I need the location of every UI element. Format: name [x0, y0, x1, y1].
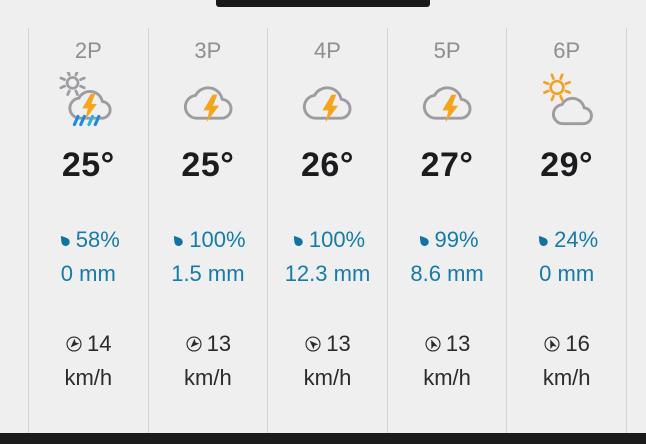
droplet-icon [57, 227, 76, 252]
hour-column-3p[interactable]: 3P 25° 100% 1.5 mm 13 km/h [149, 28, 269, 433]
wind-direction-icon [543, 331, 565, 356]
temperature: 27° [420, 146, 474, 184]
thunderstorm-icon [298, 72, 356, 130]
wind-speed-value: 13 [445, 331, 471, 356]
wind-unit: km/h [423, 365, 471, 390]
droplet-icon [416, 227, 435, 252]
wind-speed-value: 14 [87, 331, 112, 356]
precip-chance: 100% [149, 226, 268, 254]
droplet-icon [170, 227, 189, 252]
thunderstorm-icon [418, 72, 476, 130]
wind-speed: 14 [29, 330, 148, 358]
hour-label: 5P [433, 38, 461, 63]
precip-chance-value: 58% [75, 227, 120, 252]
hour-label: 4P [314, 38, 341, 63]
droplet-icon [535, 227, 554, 252]
wind-speed-value: 13 [326, 331, 351, 356]
temperature: 29° [540, 146, 594, 184]
precip-chance: 58% [29, 226, 148, 254]
wind-direction-icon [424, 331, 446, 356]
precip-chance: 24% [507, 226, 626, 254]
hour-label: 3P [194, 38, 222, 63]
hour-label: 2P [74, 38, 102, 63]
next-column-partial [627, 28, 646, 433]
precip-amount: 0 mm [60, 261, 116, 286]
wind-direction-icon [65, 331, 87, 356]
precip-amount: 12.3 mm [284, 261, 371, 286]
droplet-icon [290, 227, 309, 252]
temperature: 25° [61, 146, 115, 184]
hour-column-2p[interactable]: 2P 25° 58% 0 mm 14 km/h [29, 28, 149, 433]
wind-speed: 16 [507, 330, 626, 358]
precip-chance-value: 99% [434, 227, 479, 252]
thunderstorm-sun-rain-icon [59, 72, 117, 130]
precip-chance: 99% [388, 226, 507, 254]
wind-speed-value: 16 [565, 331, 590, 356]
wind-speed: 13 [388, 330, 507, 358]
wind-direction-icon [185, 331, 207, 356]
wind-speed: 13 [149, 330, 268, 358]
hour-column-6p[interactable]: 6P 29° 24% 0 mm 16 km/h [507, 28, 627, 433]
precip-chance-value: 24% [554, 227, 599, 252]
wind-speed: 13 [268, 330, 387, 358]
temperature: 25° [181, 146, 235, 184]
wind-speed-value: 13 [206, 331, 232, 356]
wind-unit: km/h [64, 365, 113, 390]
wind-unit: km/h [303, 365, 352, 390]
precip-amount: 1.5 mm [171, 261, 245, 286]
prev-column-partial [0, 28, 29, 433]
wind-direction-icon [304, 331, 326, 356]
hour-label: 6P [553, 38, 581, 63]
precip-chance: 100% [268, 226, 387, 254]
hour-column-5p[interactable]: 5P 27° 99% 8.6 mm 13 km/h [388, 28, 508, 433]
partly-sunny-icon [538, 72, 596, 130]
temperature: 26° [301, 146, 354, 184]
wind-unit: km/h [542, 365, 591, 390]
clipped-bottom-bar [0, 433, 646, 444]
precip-chance-value: 100% [308, 227, 366, 252]
precip-amount: 8.6 mm [410, 261, 484, 286]
precip-chance-value: 100% [189, 227, 246, 252]
hourly-forecast-strip[interactable]: 2P 25° 58% 0 mm 14 km/h 3P 25° 100% 1.5 … [0, 28, 646, 433]
wind-unit: km/h [184, 365, 232, 390]
hour-column-4p[interactable]: 4P 26° 100% 12.3 mm 13 km/h [268, 28, 388, 433]
clipped-title-bar [216, 0, 430, 7]
precip-amount: 0 mm [539, 261, 595, 286]
thunderstorm-icon [179, 72, 237, 130]
